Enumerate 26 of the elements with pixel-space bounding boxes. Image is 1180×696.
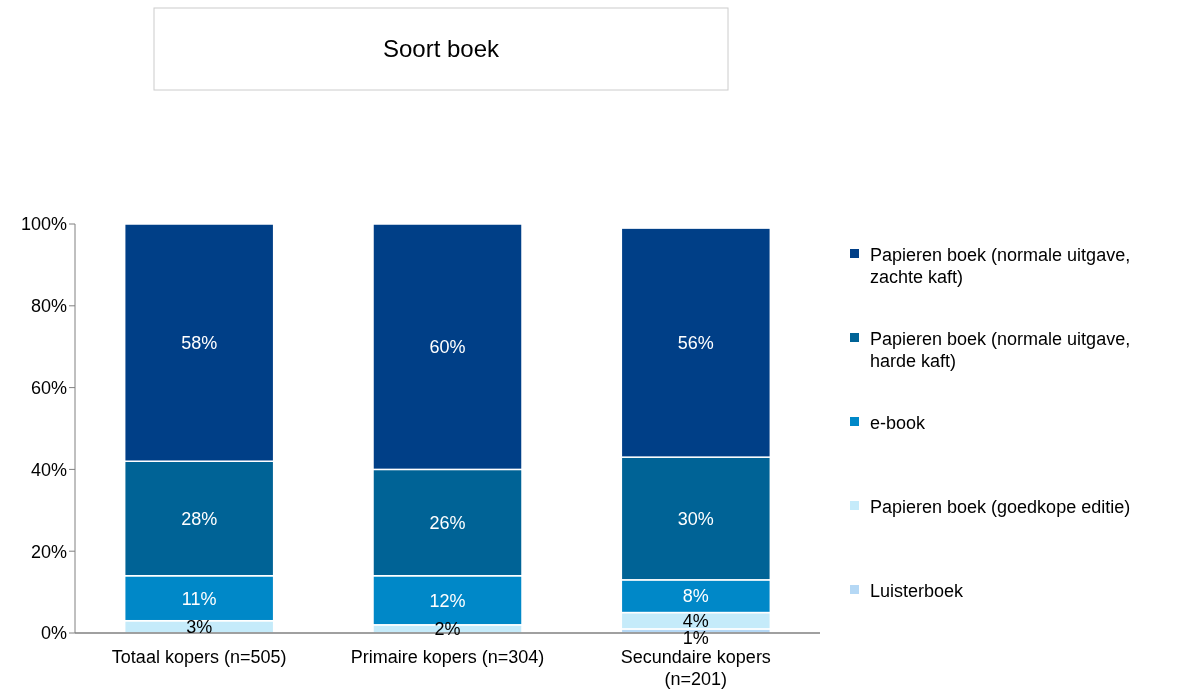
legend-label: Luisterboek [870, 581, 965, 602]
chart-title: Soort boek [382, 35, 501, 63]
data-label: 30% [677, 508, 714, 529]
data-label: 26% [429, 512, 466, 533]
data-label: 2% [434, 619, 461, 640]
data-label: 58% [181, 332, 218, 353]
legend-label: e-book [870, 413, 927, 434]
data-label: 12% [429, 590, 466, 611]
data-label: 11% [181, 588, 217, 609]
x-tick-label: Totaal kopers (n=505) [111, 647, 287, 667]
x-tick-label: Primaire kopers (n=304) [350, 647, 545, 667]
y-tick-label: 20% [30, 541, 67, 562]
x-tick-label: Secundaire kopers (n=201) [620, 647, 771, 689]
data-label: 28% [181, 508, 218, 529]
y-tick-label: 80% [30, 296, 67, 317]
data-label: 56% [677, 332, 714, 353]
legend-label: Papieren boek (normale uitgave, harde kaft) [870, 329, 1131, 371]
y-tick-label: 0% [40, 623, 67, 644]
legend-label: Papieren boek (goedkope editie) [870, 497, 1131, 518]
data-label: 3% [186, 617, 213, 638]
data-label: 60% [429, 337, 466, 357]
y-tick-label: 60% [30, 377, 67, 398]
y-tick-label: 100% [20, 214, 67, 235]
legend-label: Papieren boek (normale uitgave, zachte kaft) [870, 245, 1131, 287]
y-tick-label: 40% [30, 459, 67, 480]
data-label: 8% [682, 586, 709, 607]
